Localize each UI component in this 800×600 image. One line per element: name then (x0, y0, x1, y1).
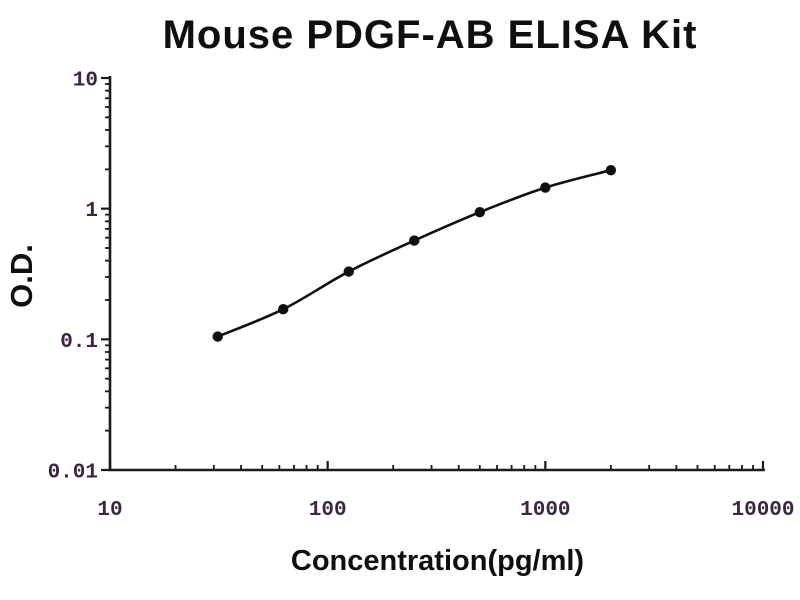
data-point-marker (605, 164, 617, 176)
data-point-marker (278, 304, 289, 315)
data-point-marker (212, 331, 223, 342)
data-point-marker (474, 206, 486, 218)
data-point-marker (540, 182, 551, 193)
x-tick-label: 1000 (520, 499, 570, 522)
data-point-marker (409, 235, 420, 246)
x-tick-label: 100 (309, 499, 347, 522)
data-point-marker (343, 266, 354, 277)
y-tick-label: 0.1 (60, 331, 98, 354)
y-tick-label: 1 (85, 200, 98, 223)
chart-title: Mouse PDGF-AB ELISA Kit (162, 13, 698, 57)
x-tick-label: 10000 (731, 499, 794, 522)
y-tick-label: 0.01 (48, 462, 98, 485)
x-axis-title: Concentration(pg/ml) (290, 545, 585, 577)
axis-spine (108, 76, 765, 472)
x-tick-label: 10 (97, 499, 122, 522)
standard-curve-line (216, 168, 613, 338)
y-tick-label: 10 (73, 70, 98, 93)
